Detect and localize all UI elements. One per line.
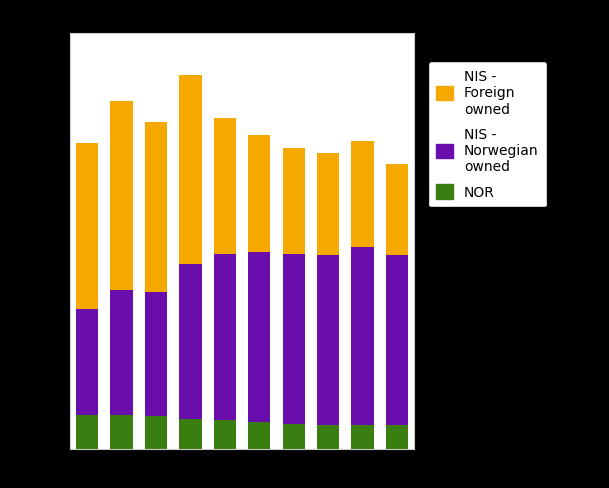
Bar — [248, 253, 270, 423]
Legend: NIS -
Foreign
owned, NIS -
Norwegian
owned, NOR: NIS - Foreign owned, NIS - Norwegian own… — [428, 62, 547, 208]
Bar — [76, 309, 99, 415]
Bar — [179, 419, 202, 449]
Bar — [214, 119, 236, 254]
Bar — [145, 292, 167, 417]
Bar — [179, 264, 202, 419]
Bar — [351, 247, 374, 425]
Bar — [248, 136, 270, 253]
Bar — [283, 424, 305, 449]
Bar — [76, 415, 99, 449]
Bar — [110, 415, 133, 449]
Bar — [248, 423, 270, 449]
Bar — [385, 164, 408, 255]
Bar — [179, 76, 202, 264]
Bar — [145, 122, 167, 292]
Bar — [110, 290, 133, 415]
Bar — [351, 142, 374, 247]
Bar — [214, 254, 236, 420]
Bar — [385, 255, 408, 425]
Bar — [351, 425, 374, 449]
Bar — [110, 102, 133, 290]
Bar — [317, 153, 339, 255]
Bar — [76, 143, 99, 309]
Bar — [385, 425, 408, 449]
Bar — [283, 149, 305, 254]
Bar — [214, 420, 236, 449]
Bar — [317, 255, 339, 425]
Bar — [145, 417, 167, 449]
Bar — [317, 425, 339, 449]
Bar — [283, 254, 305, 424]
